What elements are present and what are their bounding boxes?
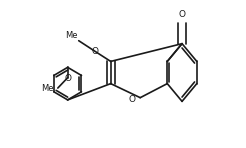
Text: O: O [91, 47, 98, 56]
Text: Me: Me [42, 84, 54, 93]
Text: Me: Me [65, 31, 77, 40]
Text: O: O [64, 74, 71, 83]
Text: O: O [179, 10, 185, 19]
Text: O: O [128, 95, 135, 104]
